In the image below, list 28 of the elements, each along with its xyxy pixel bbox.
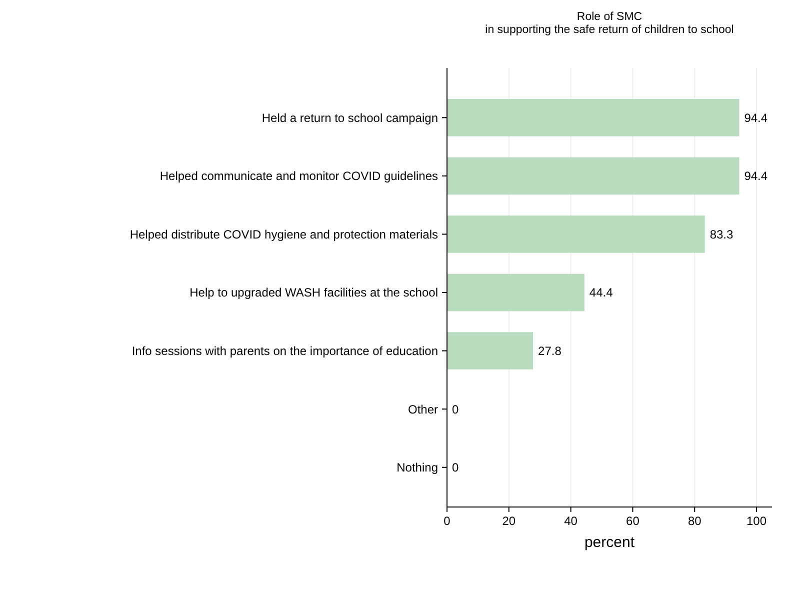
y-tick-label: Helped communicate and monitor COVID guidelines <box>160 169 438 184</box>
bar <box>447 332 534 370</box>
x-tick-label: 80 <box>688 514 702 528</box>
bar <box>447 157 740 195</box>
x-tick-label: 20 <box>502 514 516 528</box>
bar <box>447 216 705 253</box>
chart-title: Role of SMC <box>576 11 642 23</box>
x-tick-label: 0 <box>444 514 451 528</box>
y-tick-label: Helped distribute COVID hygiene and protection materials <box>130 227 438 242</box>
y-tick-label: Held a return to school campaign <box>262 110 438 125</box>
data-label: 83.3 <box>710 227 734 242</box>
data-label: 0 <box>452 402 459 416</box>
y-tick-label: Info sessions with parents on the importance of education <box>132 344 438 358</box>
y-tick-label: Help to upgraded WASH facilities at the school <box>190 286 438 300</box>
data-label: 0 <box>452 460 459 475</box>
bar <box>447 274 584 312</box>
y-tick-label: Other <box>408 402 438 416</box>
bar <box>447 98 740 136</box>
data-label: 94.4 <box>744 110 768 125</box>
x-tick-label: 40 <box>564 514 578 528</box>
data-label: 94.4 <box>744 169 768 184</box>
x-axis-title: percent <box>584 534 636 551</box>
data-label: 44.4 <box>589 286 614 300</box>
x-tick-label: 60 <box>626 514 640 528</box>
y-tick-label: Nothing <box>396 460 438 475</box>
chart-subtitle: in supporting the safe return of children to school <box>485 24 734 36</box>
data-label: 27.8 <box>538 344 562 358</box>
x-tick-label: 100 <box>746 514 767 528</box>
